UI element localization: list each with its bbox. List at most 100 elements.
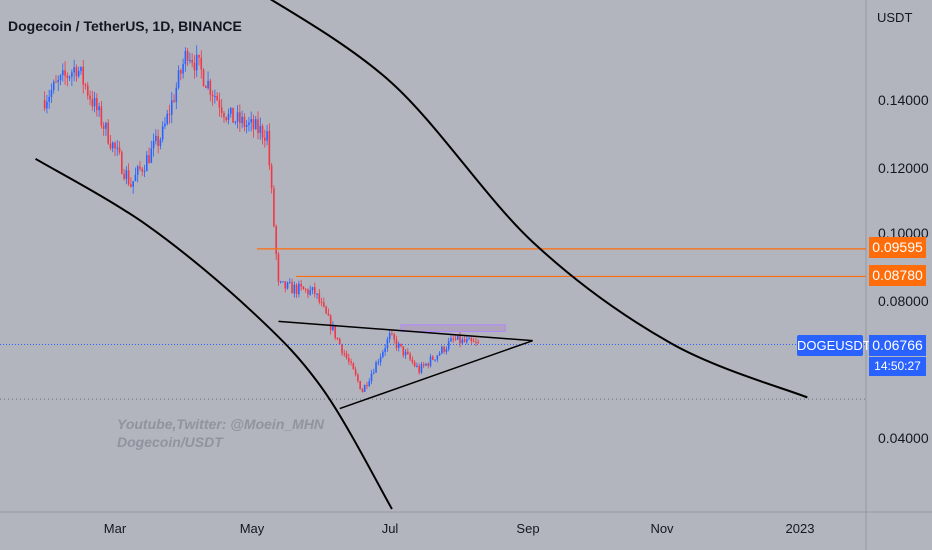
candle-body [243, 116, 246, 127]
candle-body [125, 170, 128, 179]
candle-body [477, 342, 479, 344]
candle-body [300, 283, 302, 287]
candle-body [130, 184, 132, 187]
candle-body [368, 381, 371, 386]
symbol-tag[interactable]: DOGEUSDT [797, 335, 871, 356]
candle-body [118, 147, 121, 153]
candle-body [463, 339, 466, 342]
candle-body [354, 369, 357, 375]
candle-body [282, 281, 284, 283]
candle-body [132, 181, 134, 187]
watermark-line-2: Dogecoin/USDT [117, 434, 223, 450]
time-label-2023: 2023 [785, 521, 815, 536]
candle-body [338, 338, 341, 345]
candle-body [273, 188, 275, 227]
candle-body [57, 80, 60, 82]
price-label-0.04: 0.04000 [878, 430, 929, 446]
candle-body [443, 346, 445, 352]
time-label-mar: Mar [103, 521, 127, 536]
candle-body [109, 143, 112, 149]
candle-body [121, 152, 123, 174]
chart-title: Dogecoin / TetherUS, 1D, BINANCE [8, 18, 242, 34]
candle-body [416, 365, 418, 367]
candle-body [91, 99, 94, 107]
candle-body [111, 142, 114, 149]
candle-body [155, 135, 157, 141]
time-label-may: May [239, 521, 265, 536]
candle-body [359, 380, 361, 390]
candle-body [350, 361, 352, 364]
candle-body [145, 155, 148, 172]
candle-body [71, 72, 73, 77]
candle-body [107, 122, 109, 144]
candle-body [295, 284, 298, 295]
time-label-sep: Sep [516, 521, 540, 536]
candle-body [352, 363, 355, 370]
candle-body [207, 80, 209, 89]
candle-body [459, 335, 461, 344]
candle-body [341, 344, 343, 354]
candle-body [75, 67, 78, 77]
purple-zone-box [400, 324, 506, 333]
candle-body [318, 293, 321, 302]
candle-body [127, 170, 130, 185]
candle-body [216, 96, 218, 101]
candle-body [336, 337, 339, 339]
candle-body [329, 315, 332, 331]
candle-body [298, 283, 300, 295]
candle-body [452, 338, 455, 340]
candle-body [413, 362, 416, 367]
triangle-upper-line [278, 320, 533, 342]
candle-body [366, 384, 368, 386]
channel-curve-2 [269, 0, 808, 399]
price-label-0.14: 0.14000 [878, 92, 929, 108]
candle-body [372, 372, 375, 374]
candle-body [293, 284, 296, 294]
candle-body [445, 349, 448, 352]
price-axis-unit: USDT [877, 10, 913, 25]
candle-body [404, 351, 407, 356]
candle-body [275, 226, 277, 255]
candle-body [395, 339, 398, 348]
candle-body [418, 365, 420, 373]
candle-body [302, 286, 305, 290]
candle-body [64, 70, 66, 76]
candle-body [420, 364, 423, 373]
candle-body [209, 80, 212, 95]
channel-curve-1 [35, 157, 393, 510]
candle-body [284, 281, 287, 289]
candle-body [425, 363, 427, 366]
candle-body [313, 287, 316, 294]
candle-body [98, 106, 100, 111]
candle-body [270, 165, 273, 189]
candle-body [252, 119, 255, 130]
candle-body [225, 117, 228, 120]
candle-body [320, 301, 323, 303]
candle-body [386, 339, 389, 349]
candle-body [84, 84, 87, 86]
candle-body [407, 351, 409, 354]
candle-body [257, 119, 259, 133]
candle-body [123, 173, 125, 179]
candle-body [343, 353, 346, 355]
candle-body [432, 356, 434, 360]
candle-body [218, 100, 221, 108]
drawings-layer [35, 0, 808, 510]
candle-body [470, 338, 473, 341]
candle-body [345, 353, 348, 358]
candle-body [168, 113, 171, 115]
candle-body [59, 75, 62, 81]
candle-body [248, 122, 250, 125]
candle-body [159, 139, 162, 146]
candle-body [288, 282, 291, 284]
candle-body [334, 325, 336, 338]
candle-body [232, 107, 234, 123]
candle-body [370, 373, 373, 382]
candle-body [254, 119, 257, 130]
candle-body [461, 339, 464, 344]
candle-body [195, 54, 198, 71]
candle-body [363, 384, 366, 392]
last-price-tag: 0.06766 [869, 335, 926, 356]
